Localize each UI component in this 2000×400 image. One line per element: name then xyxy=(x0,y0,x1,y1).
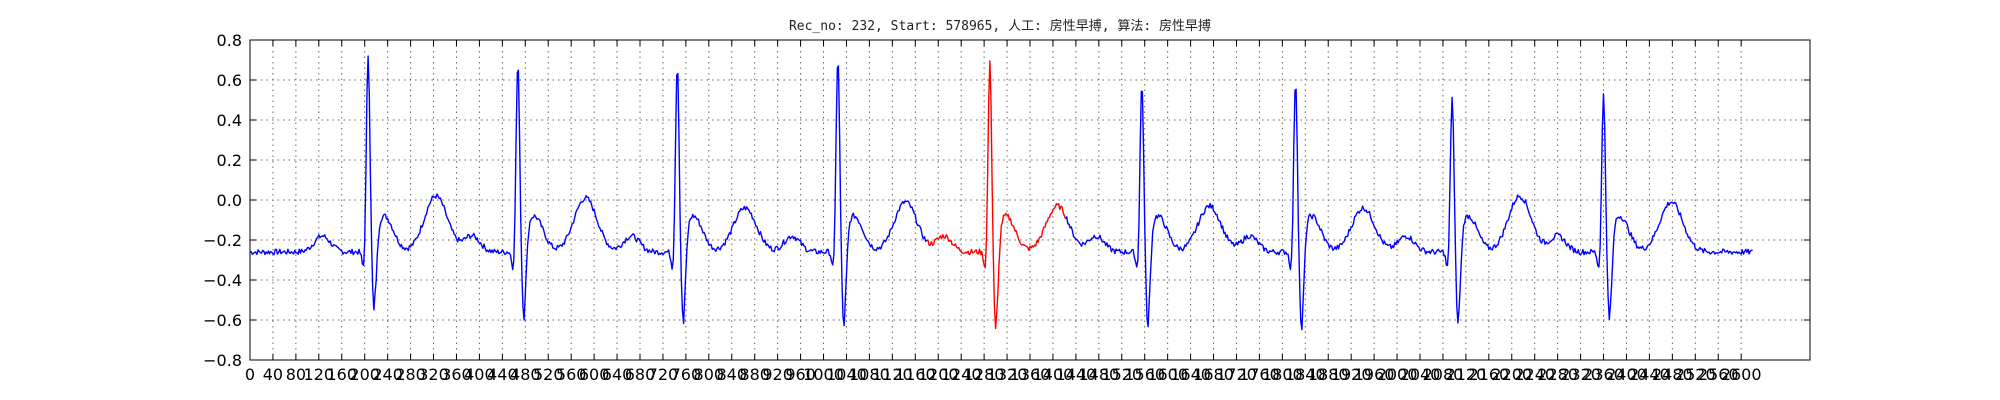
x-tick-label: 1840 xyxy=(1285,365,1326,384)
x-tick-label: 2000 xyxy=(1377,365,1418,384)
ecg-trace-segment xyxy=(249,55,928,327)
x-tick-label: 80 xyxy=(286,365,306,384)
x-tick-label: 2240 xyxy=(1514,365,1555,384)
x-tick-label: 2120 xyxy=(1446,365,1487,384)
x-tick-label: 1160 xyxy=(895,365,936,384)
x-tick-label: 480 xyxy=(510,365,541,384)
x-tick-label: 880 xyxy=(739,365,770,384)
x-tick-label: 400 xyxy=(464,365,495,384)
y-tick-label: −0.8 xyxy=(203,351,242,370)
x-tick-label: 120 xyxy=(304,365,335,384)
x-tick-label: 560 xyxy=(556,365,587,384)
x-tick-label: 2520 xyxy=(1675,365,1716,384)
x-tick-label: 600 xyxy=(579,365,610,384)
x-tick-label: 840 xyxy=(716,365,747,384)
x-tick-label: 2160 xyxy=(1468,365,1509,384)
x-tick-label: 1040 xyxy=(826,365,867,384)
ecg-trace-highlighted-segment xyxy=(926,60,1067,330)
x-tick-label: 1960 xyxy=(1354,365,1395,384)
x-axis: 0 40 8012016020024028032036040044048052056… xyxy=(245,40,1762,384)
x-tick-label: 1440 xyxy=(1056,365,1097,384)
x-tick-label: 2040 xyxy=(1400,365,1441,384)
y-axis: 0.8 0.6 0.4 0.2 0.0 −0.2 −0.4 −0.6 −0.8 xyxy=(203,31,1810,370)
x-tick-label: 2400 xyxy=(1606,365,1647,384)
x-tick-label: 1400 xyxy=(1033,365,1074,384)
x-tick-label: 520 xyxy=(533,365,564,384)
x-tick-label: 1880 xyxy=(1308,365,1349,384)
x-tick-label: 1080 xyxy=(849,365,890,384)
x-tick-label: 1000 xyxy=(803,365,844,384)
x-tick-label: 800 xyxy=(694,365,725,384)
x-tick-label: 1680 xyxy=(1193,365,1234,384)
y-tick-label: −0.6 xyxy=(203,311,242,330)
y-tick-label: −0.4 xyxy=(203,271,242,290)
x-tick-label: 1720 xyxy=(1216,365,1257,384)
x-tick-label: 1760 xyxy=(1239,365,1280,384)
x-tick-label: 1360 xyxy=(1010,365,1051,384)
x-tick-label: 1520 xyxy=(1101,365,1142,384)
y-tick-label: −0.2 xyxy=(203,231,242,250)
y-tick-label: 0.4 xyxy=(217,111,242,130)
x-tick-label: 1600 xyxy=(1147,365,1188,384)
x-tick-label: 760 xyxy=(671,365,702,384)
x-tick-label: 240 xyxy=(372,365,403,384)
x-tick-label: 160 xyxy=(326,365,357,384)
x-tick-label: 2320 xyxy=(1560,365,1601,384)
x-tick-label: 1800 xyxy=(1262,365,1303,384)
x-tick-label: 280 xyxy=(395,365,426,384)
x-tick-label: 2200 xyxy=(1491,365,1532,384)
y-tick-label: 0.0 xyxy=(217,191,242,210)
x-tick-label: 2280 xyxy=(1537,365,1578,384)
ecg-trace xyxy=(249,55,1753,331)
x-tick-label: 40 xyxy=(263,365,283,384)
x-tick-label: 1280 xyxy=(964,365,1005,384)
x-tick-label: 1640 xyxy=(1170,365,1211,384)
ecg-trace-segment xyxy=(1065,88,1753,331)
x-tick-label: 680 xyxy=(625,365,656,384)
x-tick-label: 1920 xyxy=(1331,365,1372,384)
grid xyxy=(250,40,1810,360)
x-tick-label: 720 xyxy=(648,365,679,384)
x-tick-label: 320 xyxy=(418,365,449,384)
x-tick-label: 200 xyxy=(349,365,380,384)
x-tick-label: 1120 xyxy=(872,365,913,384)
x-tick-label: 960 xyxy=(785,365,816,384)
x-tick-label: 2560 xyxy=(1698,365,1739,384)
x-tick-label: 2360 xyxy=(1583,365,1624,384)
x-tick-label: 1320 xyxy=(987,365,1028,384)
x-tick-label: 2600 xyxy=(1721,365,1762,384)
x-tick-label: 2480 xyxy=(1652,365,1693,384)
x-tick-label: 1240 xyxy=(941,365,982,384)
y-tick-label: 0.6 xyxy=(217,71,242,90)
x-tick-label: 360 xyxy=(441,365,472,384)
x-tick-label: 2440 xyxy=(1629,365,1670,384)
y-tick-label: 0.2 xyxy=(217,151,242,170)
chart-title: Rec_no: 232, Start: 578965, 人工: 房性早搏, 算法… xyxy=(789,18,1211,34)
x-tick-label: 2080 xyxy=(1423,365,1464,384)
x-tick-label: 440 xyxy=(487,365,518,384)
x-tick-label: 1480 xyxy=(1078,365,1119,384)
x-tick-label: 1200 xyxy=(918,365,959,384)
x-tick-label: 920 xyxy=(762,365,793,384)
x-tick-label: 640 xyxy=(602,365,633,384)
x-tick-label: 0 xyxy=(245,365,255,384)
x-tick-label: 1560 xyxy=(1124,365,1165,384)
y-tick-label: 0.8 xyxy=(217,31,242,50)
